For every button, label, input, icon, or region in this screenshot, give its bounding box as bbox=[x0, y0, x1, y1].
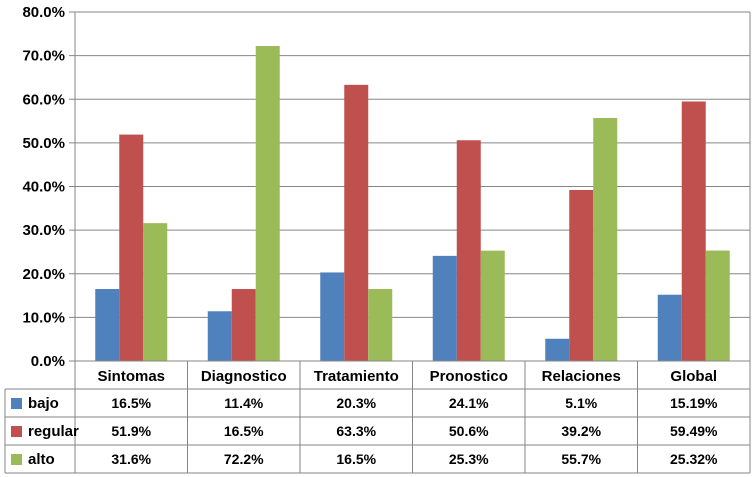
bar-bajo-relaciones bbox=[545, 338, 570, 361]
bar-alto-pronostico bbox=[480, 250, 505, 361]
data-label: 16.5% bbox=[224, 423, 264, 439]
y-tick-label: 40.0% bbox=[22, 179, 65, 196]
data-label: 25.3% bbox=[449, 451, 489, 467]
data-label: 51.9% bbox=[111, 423, 151, 439]
data-label: 31.6% bbox=[111, 451, 151, 467]
data-label: 16.5% bbox=[336, 451, 376, 467]
bar-bajo-pronostico bbox=[432, 255, 457, 361]
data-label: 5.1% bbox=[565, 395, 597, 411]
data-table: Sintomas Diagnostico Tratamiento Pronostico… bbox=[4, 12, 751, 474]
y-tick-label: 70.0% bbox=[22, 48, 65, 65]
data-label: 39.2% bbox=[561, 423, 601, 439]
category-label: Pronostico bbox=[430, 368, 508, 385]
data-label: 16.5% bbox=[111, 395, 151, 411]
bar-bajo-diagnostico bbox=[207, 311, 232, 361]
y-tick-label: 60.0% bbox=[22, 91, 65, 108]
bar-regular-tratamiento bbox=[344, 84, 369, 361]
bar-regular-relaciones bbox=[569, 189, 594, 361]
data-label: 55.7% bbox=[561, 451, 601, 467]
bar-alto-sintomas bbox=[143, 223, 168, 361]
series-name: regular bbox=[28, 423, 79, 440]
legend-swatch-alto bbox=[11, 454, 22, 465]
gridlines bbox=[69, 11, 750, 362]
y-tick-label: 10.0% bbox=[22, 309, 65, 326]
bar-alto-diagnostico bbox=[255, 46, 280, 362]
y-tick-label: 50.0% bbox=[22, 135, 65, 152]
category-label: Tratamiento bbox=[314, 368, 399, 385]
bar-regular-sintomas bbox=[119, 134, 144, 361]
data-label: 72.2% bbox=[224, 451, 264, 467]
y-axis-tick-labels: 0.0% 10.0% 20.0% 30.0% 40.0% 50.0% 60.0% 70.0% 8… bbox=[22, 4, 65, 370]
data-label: 20.3% bbox=[336, 395, 376, 411]
legend-swatch-regular bbox=[11, 426, 22, 437]
data-label: 59.49% bbox=[670, 423, 718, 439]
bar-bajo-global bbox=[657, 294, 682, 361]
data-label: 11.4% bbox=[224, 395, 263, 411]
y-tick-label: 0.0% bbox=[31, 353, 65, 370]
series-name: alto bbox=[28, 451, 55, 468]
bar-bajo-tratamiento bbox=[320, 272, 345, 361]
data-label: 25.32% bbox=[670, 451, 718, 467]
bar-regular-diagnostico bbox=[231, 289, 256, 361]
category-label: Sintomas bbox=[97, 368, 165, 385]
bar-regular-global bbox=[681, 101, 706, 361]
bar-bajo-sintomas bbox=[95, 289, 120, 361]
category-label: Global bbox=[670, 368, 717, 385]
data-label: 63.3% bbox=[336, 423, 376, 439]
data-label: 15.19% bbox=[670, 395, 718, 411]
bars bbox=[95, 46, 730, 362]
y-tick-label: 30.0% bbox=[22, 222, 65, 239]
series-name: bajo bbox=[28, 395, 59, 412]
y-tick-label: 80.0% bbox=[22, 4, 65, 21]
category-label: Diagnostico bbox=[201, 368, 287, 385]
bar-alto-tratamiento bbox=[368, 289, 393, 361]
category-label: Relaciones bbox=[542, 368, 621, 385]
data-label: 24.1% bbox=[449, 395, 489, 411]
bar-alto-relaciones bbox=[593, 118, 618, 361]
bar-alto-global bbox=[705, 250, 730, 361]
data-label: 50.6% bbox=[449, 423, 489, 439]
legend-swatch-bajo bbox=[11, 398, 22, 409]
y-tick-label: 20.0% bbox=[22, 266, 65, 283]
bar-regular-pronostico bbox=[456, 140, 481, 361]
